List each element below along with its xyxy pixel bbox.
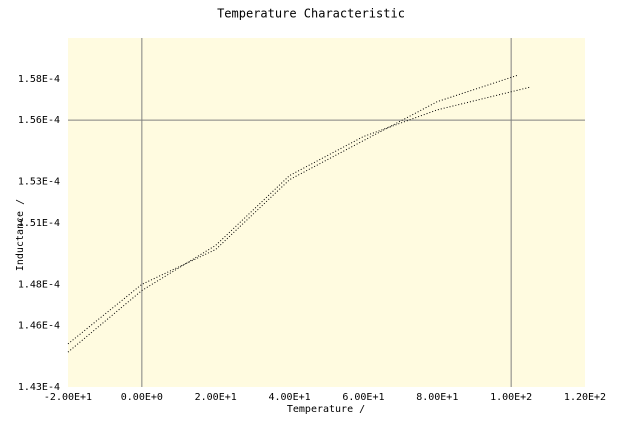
y-tick-label: 1.46E-4 (18, 320, 60, 331)
x-tick-label: 1.20E+2 (564, 392, 606, 403)
y-tick-label: 1.56E-4 (18, 115, 60, 126)
chart-title: Temperature Characteristic (217, 7, 405, 21)
x-tick-label: 4.00E+1 (268, 392, 310, 403)
x-axis-label: Temperature / (287, 404, 365, 415)
x-tick-label: 8.00E+1 (416, 392, 458, 403)
y-tick-label: 1.51E-4 (18, 218, 60, 229)
data-line (67, 86, 530, 353)
y-tick-label: 1.53E-4 (18, 177, 60, 188)
x-tick-label: 0.00E+0 (121, 392, 163, 403)
plot-area (68, 38, 585, 387)
y-axis-label: Inductance / (15, 199, 26, 271)
y-tick-label: 1.58E-4 (18, 74, 60, 85)
y-tick-label: 1.43E-4 (18, 382, 60, 393)
y-tick-label: 1.48E-4 (18, 279, 60, 290)
x-tick-label: 2.00E+1 (195, 392, 237, 403)
x-tick-label: 6.00E+1 (342, 392, 384, 403)
x-tick-label: 1.00E+2 (490, 392, 532, 403)
x-tick-label: -2.00E+1 (44, 392, 92, 403)
